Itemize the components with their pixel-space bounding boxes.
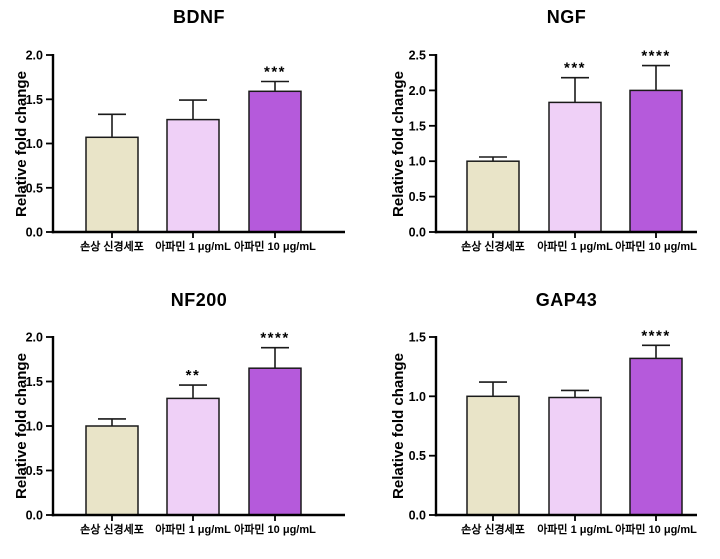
chart-title: GAP43 <box>535 290 598 310</box>
y-tick-label: 1.0 <box>409 155 426 169</box>
y-tick-label: 0.0 <box>26 509 43 523</box>
y-tick-label: 1.0 <box>26 420 43 434</box>
chart-gap43: 손상 신경세포 아파민 1 μg/mL 아파민 10 μg/mL **** 0.0 0.5… <box>360 280 720 559</box>
chart-title: NF200 <box>170 290 228 310</box>
y-tick-label: 0.5 <box>409 190 426 204</box>
y-tick-label: 1.5 <box>409 331 426 345</box>
y-tick-label: 0.0 <box>26 226 43 240</box>
y-tick-label: 0.0 <box>409 226 426 240</box>
significance-stars: **** <box>641 327 670 344</box>
nf200-plot-svg: 손상 신경세포 아파민 1 μg/mL ** 아파민 10 μg/mL **** 0.0 0… <box>26 330 345 536</box>
y-tick-label: 0.5 <box>26 181 43 195</box>
x-category-label: 아파민 10 μg/mL <box>615 522 697 536</box>
significance-stars: *** <box>264 64 286 81</box>
bar <box>248 90 302 233</box>
x-category-label: 아파민 1 μg/mL <box>537 522 613 536</box>
x-category-label: 아파민 10 μg/mL <box>234 522 316 536</box>
y-tick-label: 2.0 <box>26 49 43 63</box>
x-category-label: 아파민 10 μg/mL <box>615 239 697 253</box>
bar <box>85 136 139 233</box>
significance-stars: **** <box>641 48 670 65</box>
y-tick-label: 2.5 <box>409 49 426 63</box>
y-tick-label: 0.5 <box>409 449 426 463</box>
bar <box>466 160 520 233</box>
x-category-label: 아파민 1 μg/mL <box>155 239 231 253</box>
y-tick-label: 1.0 <box>26 137 43 151</box>
ngf-plot-svg: 손상 신경세포 아파민 1 μg/mL *** 아파민 10 μg/mL **** 0.0… <box>409 48 698 253</box>
bar <box>629 357 683 516</box>
x-category-label: 아파민 1 μg/mL <box>537 239 613 253</box>
bar <box>548 396 602 516</box>
significance-stars: ** <box>186 367 201 384</box>
chart-nf200: 손상 신경세포 아파민 1 μg/mL ** 아파민 10 μg/mL **** 0.0 0… <box>0 280 360 559</box>
bar <box>548 101 602 233</box>
bar <box>466 395 520 516</box>
x-category-label: 아파민 1 μg/mL <box>155 522 231 536</box>
gap43-plot-svg: 손상 신경세포 아파민 1 μg/mL 아파민 10 μg/mL **** 0.0 0.5… <box>409 327 698 536</box>
y-axis-label: Relative fold change <box>390 71 407 217</box>
x-category-label: 손상 신경세포 <box>80 239 144 253</box>
y-tick-label: 1.5 <box>26 93 43 107</box>
significance-stars: **** <box>260 330 289 347</box>
x-category-label: 손상 신경세포 <box>461 239 525 253</box>
bar <box>166 397 220 516</box>
y-tick-label: 0.0 <box>409 509 426 523</box>
y-tick-label: 0.5 <box>26 464 43 478</box>
y-tick-label: 2.0 <box>409 84 426 98</box>
bar <box>85 425 139 516</box>
chart-bdnf: 손상 신경세포 아파민 1 μg/mL 아파민 10 μg/mL *** 0.0 0.5 1… <box>0 0 360 279</box>
bar <box>629 89 683 233</box>
y-tick-label: 1.0 <box>409 390 426 404</box>
x-category-label: 손상 신경세포 <box>461 522 525 536</box>
y-axis-label: Relative fold change <box>390 353 407 499</box>
significance-stars: *** <box>564 60 586 77</box>
chart-title: BDNF <box>173 7 225 27</box>
x-category-label: 손상 신경세포 <box>80 522 144 536</box>
y-axis-label: Relative fold change <box>13 71 30 217</box>
y-tick-label: 2.0 <box>26 331 43 345</box>
bar <box>166 118 220 233</box>
x-category-label: 아파민 10 μg/mL <box>234 239 316 253</box>
bdnf-plot-svg: 손상 신경세포 아파민 1 μg/mL 아파민 10 μg/mL *** 0.0 0.5 1… <box>26 49 345 253</box>
y-tick-label: 1.5 <box>409 119 426 133</box>
bar <box>248 367 302 516</box>
y-tick-label: 1.5 <box>26 375 43 389</box>
chart-title: NGF <box>546 7 587 27</box>
y-axis-label: Relative fold change <box>13 353 30 499</box>
chart-ngf: 손상 신경세포 아파민 1 μg/mL *** 아파민 10 μg/mL **** 0.0… <box>360 0 720 279</box>
